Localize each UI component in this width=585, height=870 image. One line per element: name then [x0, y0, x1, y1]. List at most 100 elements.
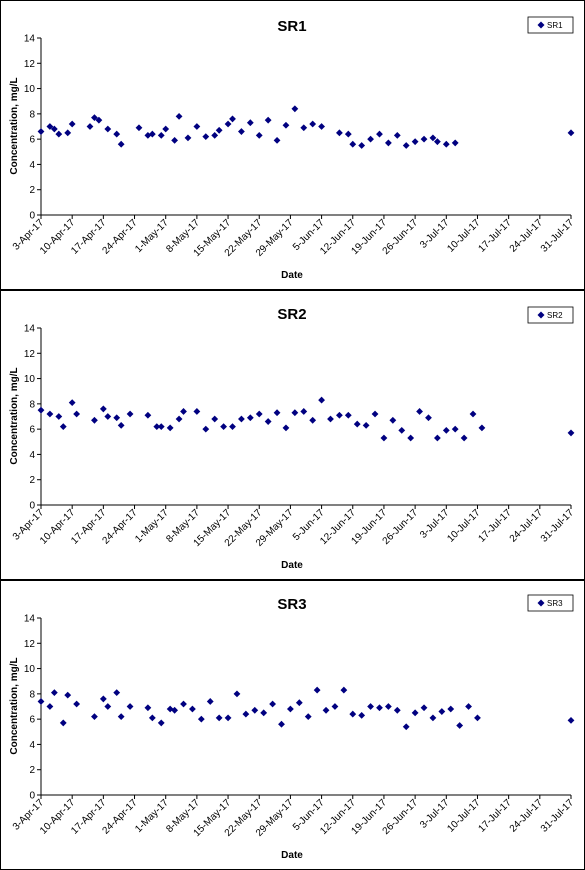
- y-tick-label: 12: [24, 349, 36, 360]
- data-point: [282, 121, 290, 129]
- data-point: [309, 416, 317, 424]
- chart-title: SR3: [277, 596, 306, 613]
- data-point: [246, 414, 254, 422]
- data-point: [193, 408, 201, 415]
- legend-label: SR1: [547, 21, 563, 30]
- data-point: [384, 703, 392, 710]
- data-point: [349, 140, 357, 148]
- data-point: [362, 421, 370, 429]
- y-tick-label: 14: [24, 34, 36, 45]
- legend-marker: [537, 311, 545, 319]
- data-point: [336, 129, 343, 137]
- data-point: [287, 705, 294, 713]
- data-point: [59, 423, 67, 431]
- data-point: [64, 691, 72, 699]
- x-tick-label: 31-Jul-17: [539, 217, 577, 255]
- data-point: [304, 713, 312, 721]
- data-point: [144, 131, 152, 139]
- data-point: [104, 125, 112, 133]
- data-point: [157, 131, 165, 139]
- data-point: [567, 129, 575, 137]
- data-point: [291, 409, 299, 417]
- y-tick-label: 8: [29, 689, 35, 700]
- data-point: [478, 424, 486, 432]
- legend-box: [527, 594, 574, 612]
- data-point: [68, 120, 76, 128]
- data-point: [91, 713, 98, 721]
- data-point: [46, 123, 54, 130]
- data-point: [336, 411, 343, 419]
- data-point: [269, 700, 276, 708]
- legend-label: SR3: [547, 599, 563, 608]
- y-tick-label: 14: [24, 614, 36, 625]
- plot-area: 024681012143-Apr-1710-Apr-1717-Apr-1724-…: [11, 614, 577, 839]
- data-point: [295, 699, 303, 707]
- data-point: [180, 700, 187, 708]
- data-point: [367, 135, 374, 143]
- data-point: [567, 429, 575, 437]
- data-point: [238, 128, 245, 135]
- legend-label: SR2: [547, 311, 563, 320]
- data-point: [117, 140, 125, 148]
- data-point: [193, 123, 201, 130]
- data-point: [318, 123, 325, 130]
- y-tick-label: 12: [24, 639, 36, 650]
- y-tick-label: 6: [29, 135, 35, 146]
- data-point: [175, 112, 183, 120]
- data-point: [398, 427, 406, 434]
- legend: SR1: [527, 16, 574, 34]
- data-point: [309, 120, 317, 128]
- legend-box: [527, 16, 574, 34]
- data-point: [460, 434, 468, 442]
- data-point: [229, 423, 236, 431]
- data-point: [358, 711, 366, 719]
- data-point: [220, 423, 228, 431]
- data-point: [291, 105, 299, 113]
- data-point: [331, 703, 339, 710]
- plot-area: 024681012143-Apr-1710-Apr-1717-Apr-1724-…: [11, 324, 577, 549]
- y-tick-label: 0: [29, 791, 35, 802]
- data-point: [153, 423, 161, 431]
- data-point: [202, 133, 210, 141]
- data-point: [384, 139, 392, 147]
- y-tick-label: 4: [29, 740, 35, 751]
- y-tick-label: 2: [29, 475, 35, 486]
- legend-marker: [537, 21, 545, 29]
- data-point: [206, 698, 214, 705]
- y-tick-label: 4: [29, 450, 35, 461]
- data-point: [144, 411, 152, 419]
- data-point: [260, 709, 268, 717]
- data-point: [344, 411, 352, 419]
- y-tick-label: 2: [29, 185, 35, 196]
- data-point: [91, 114, 98, 122]
- data-point: [447, 705, 455, 713]
- data-point: [73, 700, 81, 708]
- data-point: [189, 705, 196, 713]
- data-point: [99, 695, 107, 703]
- data-point: [73, 410, 81, 418]
- data-point: [46, 410, 54, 418]
- data-point: [469, 410, 477, 418]
- data-point: [407, 434, 415, 442]
- y-tick-label: 8: [29, 399, 35, 410]
- y-tick-label: 10: [24, 374, 36, 385]
- data-point: [349, 710, 357, 718]
- data-point: [433, 138, 441, 146]
- y-tick-label: 10: [24, 664, 36, 675]
- data-point: [104, 703, 112, 710]
- data-point: [224, 120, 232, 128]
- chart-svg-sr3: SR3 SR3 Concentration, mg/L Date 0 2 4 6 8 10…: [9, 594, 577, 861]
- data-point: [95, 116, 103, 124]
- data-point: [202, 425, 210, 433]
- legend-box: [527, 306, 574, 324]
- data-point: [278, 720, 285, 728]
- chart-panel-sr2: SR2 SR2 Concentration, mg/L Date 0 2 4 6 8 10…: [0, 290, 585, 580]
- data-point: [171, 137, 179, 144]
- data-point: [282, 424, 290, 432]
- data-point: [117, 713, 125, 721]
- data-point: [344, 130, 352, 138]
- data-point: [246, 119, 254, 127]
- data-point: [175, 415, 183, 423]
- data-point: [264, 418, 272, 425]
- data-point: [438, 708, 446, 715]
